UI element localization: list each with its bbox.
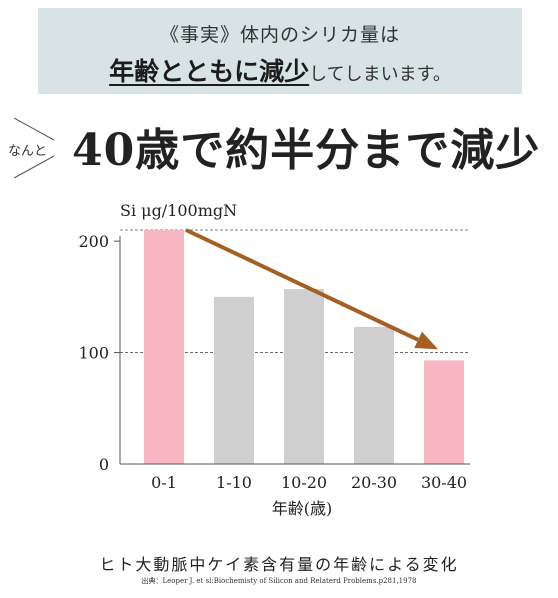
x-axis-label: 年齢(歳): [272, 499, 333, 518]
silica-bar-chart: 0 100 200 0-1 1-10 10-20 20-30 30-40 Si μg/100mg…: [78, 201, 470, 518]
banner-emphasis: 年齢とともに減少: [109, 57, 310, 86]
x-tick-label-30-40: 30-40: [421, 473, 467, 492]
banner-line1: 《事実》体内のシリカ量は: [159, 24, 400, 46]
trend-arrow-shaft: [185, 228, 419, 342]
x-tick-label-0-1: 0-1: [151, 473, 177, 492]
nanto-decoration: [14, 118, 55, 179]
y-axis-label: Si μg/100mgN: [120, 201, 237, 220]
bar-1-10: [214, 296, 254, 464]
fact-banner: 《事実》体内のシリカ量は 年齢とともに減少してしまいます。: [38, 8, 522, 94]
headline-prefix: なんと: [8, 144, 48, 159]
headline: 40歳で約半分まで減少: [72, 125, 541, 176]
chart-caption: ヒト大動脈中ケイ素含有量の年齢による変化: [99, 555, 459, 574]
x-tick-label-10-20: 10-20: [281, 473, 327, 492]
x-tick-label-20-30: 20-30: [351, 473, 397, 492]
bar-20-30: [354, 326, 394, 464]
trend-arrow-head: [414, 331, 438, 350]
y-tick-label-0: 0: [99, 455, 109, 474]
banner-rest: してしまいます。: [309, 64, 451, 85]
y-tick-label-100: 100: [78, 344, 109, 363]
bar-30-40: [424, 360, 464, 464]
source-citation: 出典：Leoper J. et sl:Biochemisty of Silico…: [141, 577, 417, 585]
x-tick-label-1-10: 1-10: [216, 473, 252, 492]
banner-line2: 年齢とともに減少してしまいます。: [38, 52, 522, 88]
bar-10-20: [284, 289, 324, 464]
y-tick-label-200: 200: [78, 232, 109, 251]
bar-0-1: [144, 230, 184, 464]
